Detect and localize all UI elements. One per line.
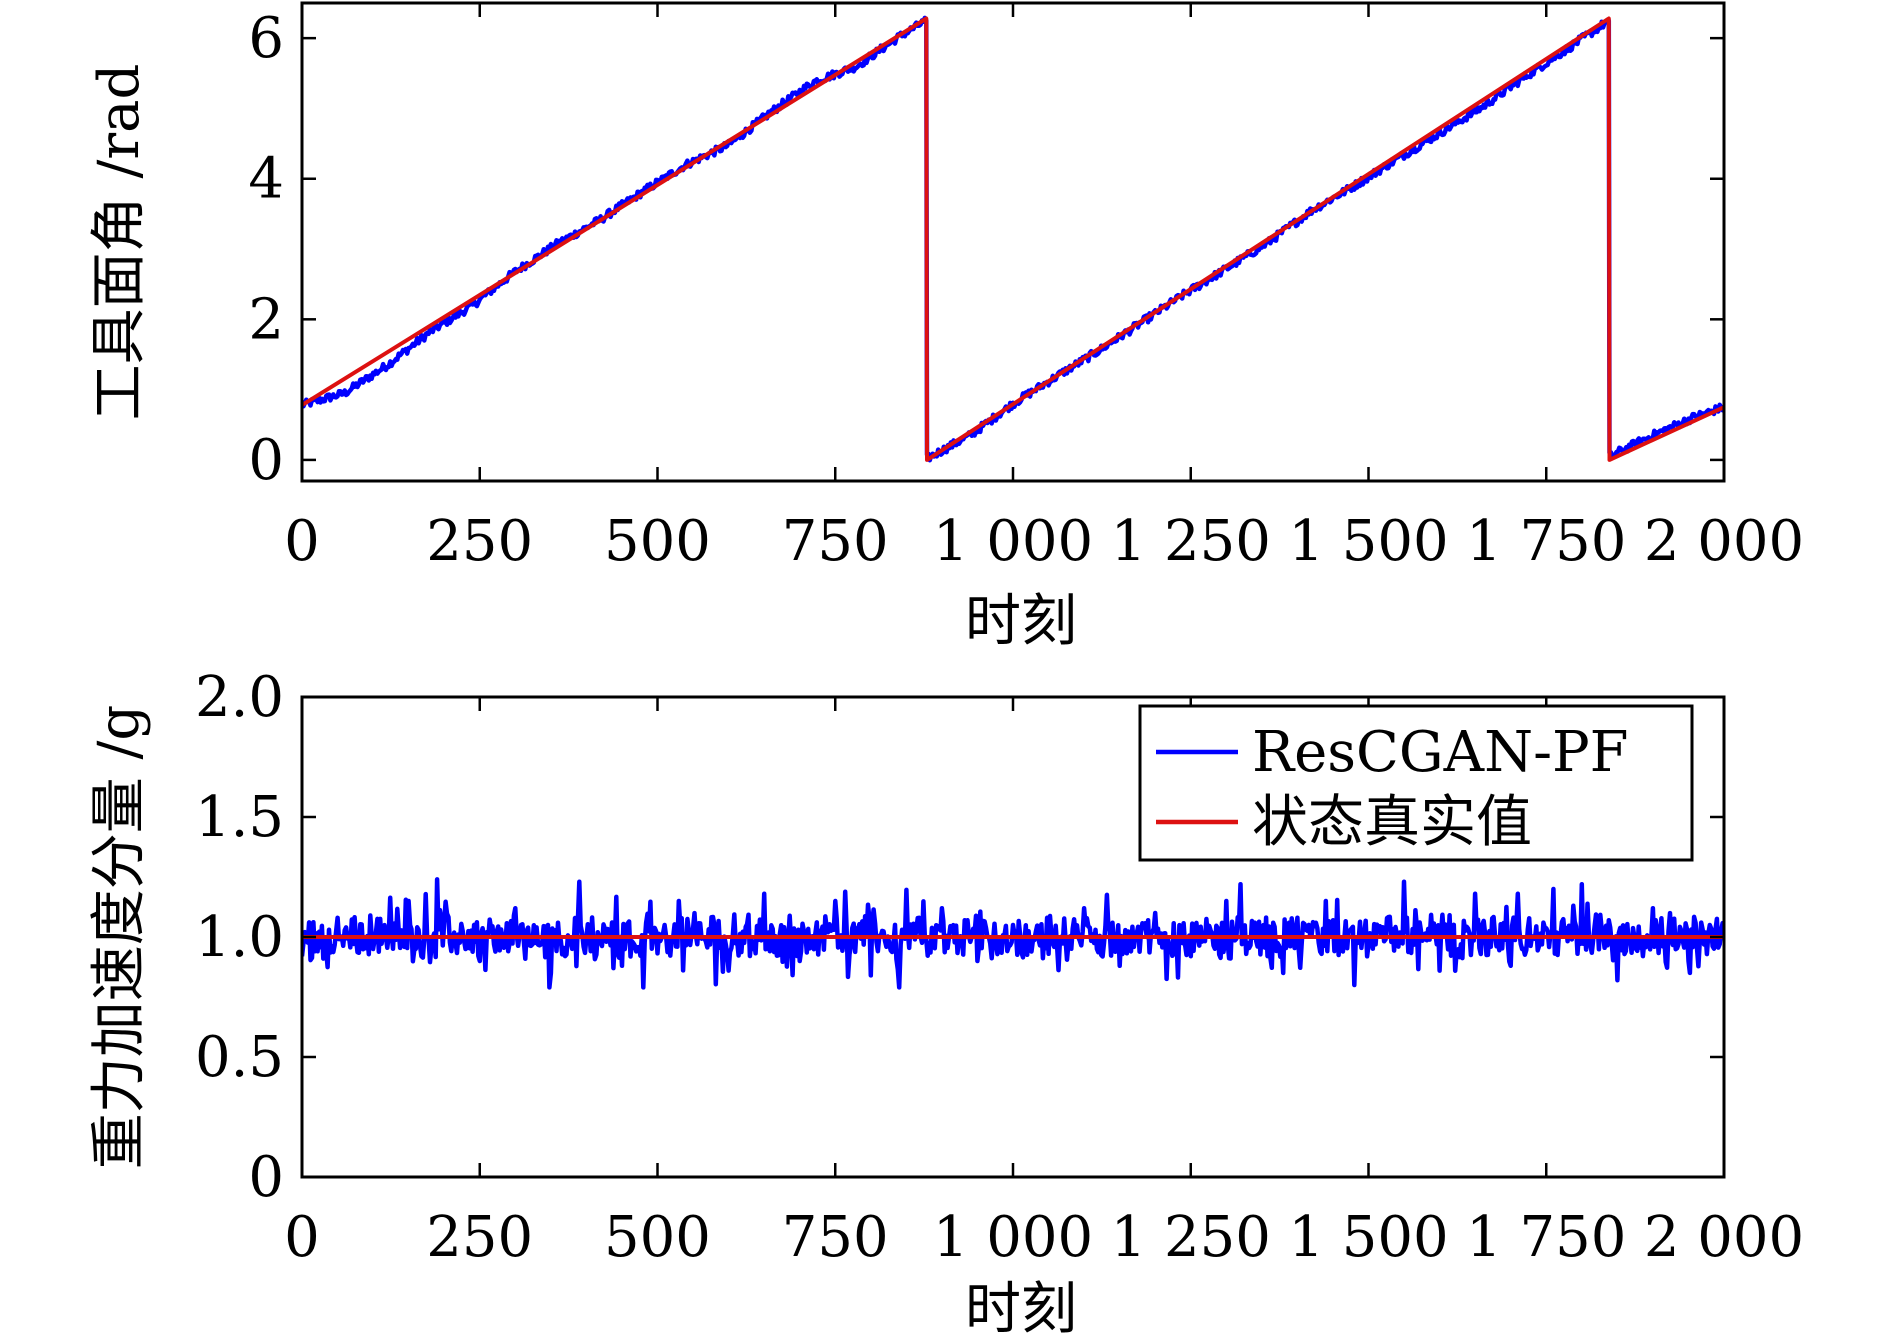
- x-tick-label: 750: [782, 509, 889, 574]
- y-tick-label: 6: [248, 6, 284, 71]
- y-tick-label: 1.0: [195, 905, 284, 970]
- y-tick-label: 0: [248, 1145, 284, 1210]
- chart-panel-1: 0 250 500 750 1 000 1 250 1 500 1 750 2 000 0 2 4 6 时…: [87, 1, 1804, 654]
- x-tick-label: 1 000: [933, 1205, 1093, 1270]
- y-tick-label: 0: [248, 428, 284, 493]
- x-tick-label: 250: [426, 1205, 533, 1270]
- x-tick-label: 500: [604, 1205, 711, 1270]
- series-line-rescgan-pf: [302, 877, 1724, 990]
- x-tick-label: 1 750: [1466, 509, 1626, 574]
- y-tick-label: 4: [248, 147, 284, 212]
- x-tick-label: 1 250: [1111, 1205, 1271, 1270]
- x-tick-label: 0: [284, 509, 320, 574]
- y-tick-label: 0.5: [195, 1025, 284, 1090]
- plot-area: [302, 15, 1724, 463]
- x-tick-label: 2 000: [1644, 509, 1804, 574]
- y-tick-label: 2.0: [195, 665, 284, 730]
- y-axis-title: 重力加速度分量 /g: [87, 705, 152, 1170]
- chart-panel-2: 0 250 500 750 1 000 1 250 1 500 1 750 2 000 0 0.5 1…: [87, 665, 1804, 1335]
- y-tick-label: 1.5: [195, 785, 284, 850]
- legend-label: 状态真实值: [1252, 790, 1532, 855]
- x-tick-label: 1 500: [1288, 509, 1448, 574]
- x-tick-label: 500: [604, 509, 711, 574]
- x-tick-label: 1 500: [1288, 1205, 1448, 1270]
- x-tick-label: 1 000: [933, 509, 1093, 574]
- y-tick-label: 2: [248, 287, 284, 352]
- legend-box: [1138, 704, 1694, 862]
- y-axis-title: 工具面角 /rad: [87, 64, 152, 421]
- x-tick-label: 250: [426, 509, 533, 574]
- x-axis-title: 时刻: [965, 1277, 1077, 1335]
- legend-label: ResCGAN-PF: [1252, 720, 1629, 785]
- series-line-ground-truth: [302, 16, 1724, 462]
- x-axis-title: 时刻: [965, 589, 1077, 654]
- x-tick-label: 750: [782, 1205, 889, 1270]
- x-tick-label: 2 000: [1644, 1205, 1804, 1270]
- plot-area: [302, 877, 1724, 990]
- x-tick-label: 1 750: [1466, 1205, 1626, 1270]
- x-tick-label: 1 250: [1111, 509, 1271, 574]
- x-tick-label: 0: [284, 1205, 320, 1270]
